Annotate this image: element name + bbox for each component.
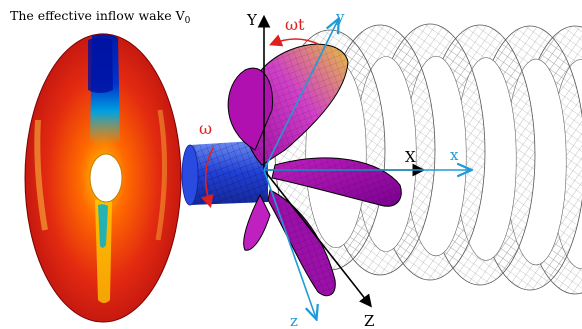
axis-Y-label: Y xyxy=(246,11,258,29)
omega-t-label: ωt xyxy=(285,15,305,34)
helical-wake-mesh xyxy=(274,23,582,295)
caption-text: The effective inflow wake V xyxy=(10,8,186,23)
omega-label: ω xyxy=(199,119,212,138)
axis-y-line xyxy=(263,20,338,171)
rotating-axes: y x z xyxy=(263,8,470,329)
axis-z-label: z xyxy=(290,312,298,329)
caption: The effective inflow wake V0 xyxy=(10,8,191,26)
axis-X-label: X xyxy=(405,148,416,166)
axis-Z-label: Z xyxy=(364,312,374,329)
svg-text:The effective inflow wake V0: The effective inflow wake V0 xyxy=(10,8,191,26)
axis-y-label: y xyxy=(335,8,345,26)
propeller-blade xyxy=(227,67,273,151)
omega-arc xyxy=(201,147,214,209)
axis-x-label: x xyxy=(450,146,459,164)
propeller-blade xyxy=(243,193,271,251)
omega-t-arc xyxy=(269,34,319,47)
rotation-annotations: ωt ω xyxy=(199,15,319,209)
caption-subscript: 0 xyxy=(185,16,191,26)
axis-z-line xyxy=(263,169,316,318)
axis-Z-line xyxy=(263,169,372,308)
wake-disc xyxy=(24,33,182,323)
